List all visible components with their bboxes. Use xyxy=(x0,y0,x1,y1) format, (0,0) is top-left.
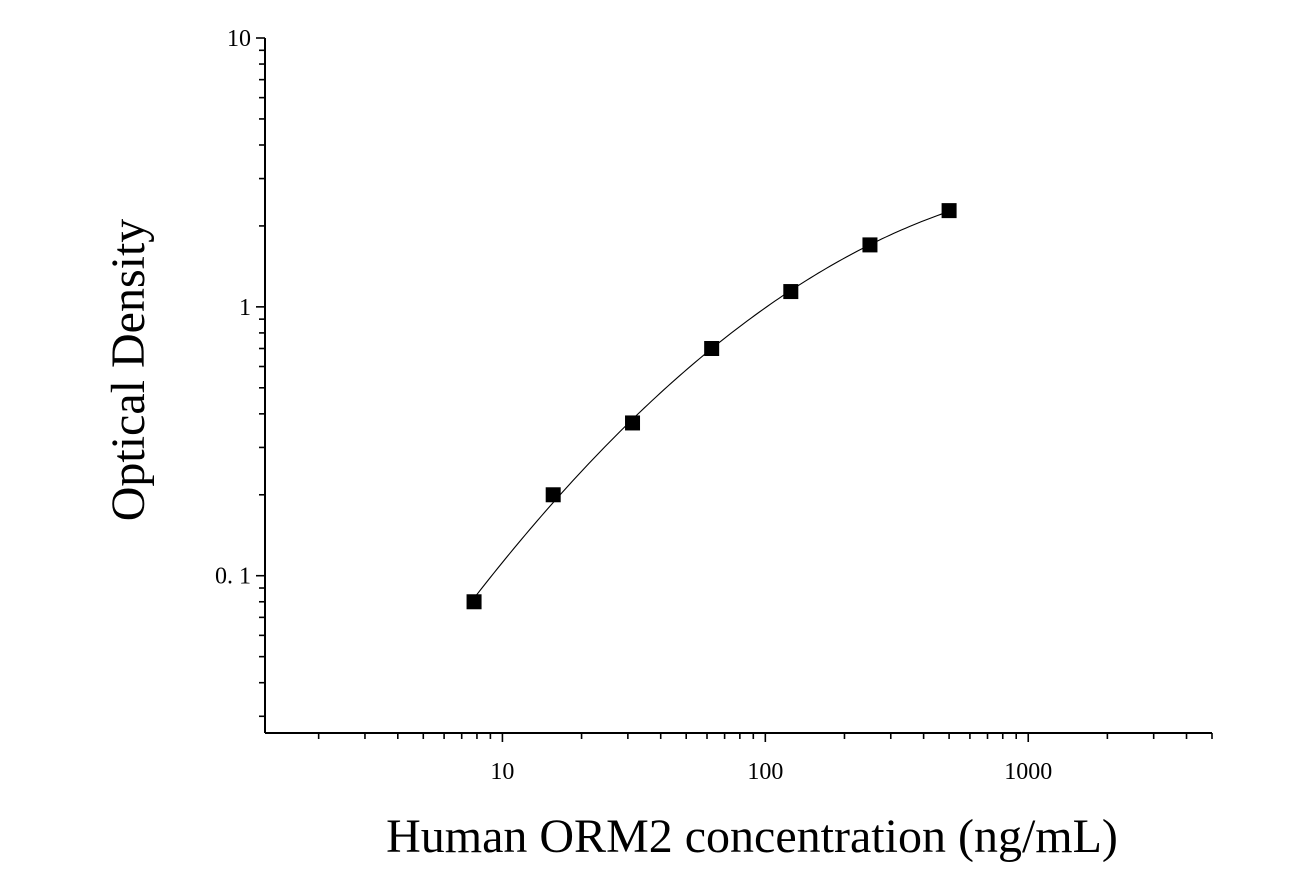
y-tick-label: 10 xyxy=(227,26,251,52)
x-axis-title: Human ORM2 concentration (ng/mL) xyxy=(386,810,1118,863)
x-tick-label: 10 xyxy=(490,759,514,785)
data-point-marker xyxy=(545,487,561,503)
axis-ticks xyxy=(256,37,1213,742)
y-tick-label: 0. 1 xyxy=(215,564,251,590)
data-point-marker xyxy=(941,203,957,219)
fit-curve xyxy=(473,210,950,599)
data-point-marker xyxy=(625,415,641,431)
axes xyxy=(264,38,1212,734)
data-point-marker xyxy=(466,594,482,610)
y-axis-title: Optical Density xyxy=(102,219,155,522)
data-points xyxy=(466,203,957,610)
y-tick-label: 1 xyxy=(239,295,251,321)
tick-labels: 10 100 1000 10 1 0. 1 xyxy=(215,26,1052,785)
data-point-marker xyxy=(783,284,799,300)
x-tick-label: 1000 xyxy=(1004,759,1052,785)
data-point-marker xyxy=(704,341,720,357)
fit-curve-layer xyxy=(473,210,950,599)
data-point-marker xyxy=(862,237,878,253)
x-tick-label: 100 xyxy=(747,759,783,785)
